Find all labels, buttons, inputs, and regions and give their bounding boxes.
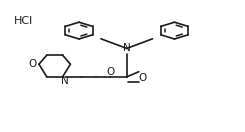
Text: N: N	[61, 76, 69, 86]
Text: HCl: HCl	[13, 16, 33, 26]
Text: O: O	[138, 73, 147, 83]
Text: N: N	[123, 43, 131, 53]
Text: O: O	[29, 59, 37, 69]
Text: O: O	[107, 67, 115, 77]
